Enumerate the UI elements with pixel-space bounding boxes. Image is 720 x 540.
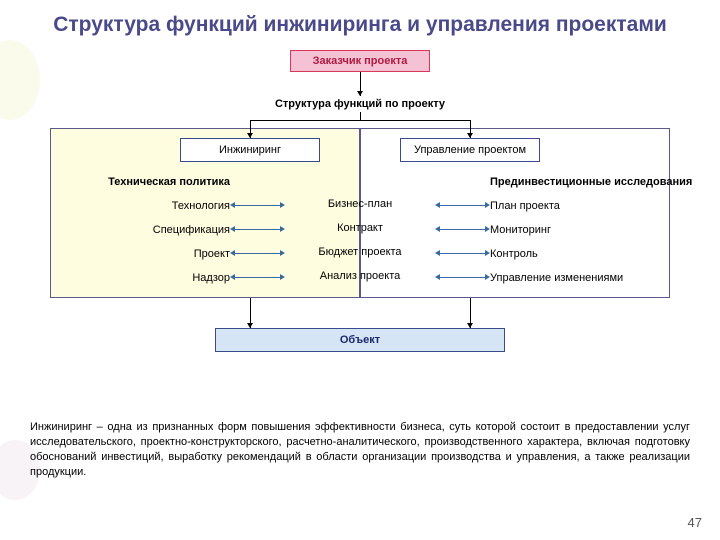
connector-line (234, 229, 281, 230)
arrow-down-icon (357, 91, 363, 96)
arrow-left-icon (230, 202, 235, 208)
arrow-right-icon (280, 274, 285, 280)
left-item: Технология (172, 200, 230, 212)
box-pm: Управление проектом (400, 138, 540, 162)
arrow-right-icon (485, 202, 490, 208)
connector-line (439, 229, 486, 230)
right-item: Мониторинг (490, 224, 551, 236)
connector-line (234, 253, 281, 254)
connector-line (439, 205, 486, 206)
arrow-right-icon (485, 274, 490, 280)
arrow-left-icon (435, 226, 440, 232)
arrow-left-icon (230, 250, 235, 256)
arrow-left-icon (230, 226, 235, 232)
center-item: Контракт (285, 222, 435, 234)
arrow-left-icon (435, 250, 440, 256)
arrow-right-icon (280, 202, 285, 208)
arrow-down-icon (247, 323, 253, 328)
box-customer: Заказчик проекта (290, 50, 430, 72)
right-item: Контроль (490, 248, 538, 260)
connector-line (439, 253, 486, 254)
diagram-container: Заказчик проекта Структура функций по про… (50, 50, 670, 360)
box-engineering: Инжиниринг (180, 138, 320, 162)
arrow-left-icon (435, 274, 440, 280)
left-item: Надзор (192, 272, 230, 284)
arrow-right-icon (485, 226, 490, 232)
right-item: Управление изменениями (490, 272, 623, 284)
connector-line (250, 120, 470, 121)
center-item: Бюджет проекта (285, 246, 435, 258)
center-item: Бизнес-план (285, 198, 435, 210)
center-item: Анализ проекта (285, 270, 435, 282)
right-item: План проекта (490, 200, 560, 212)
connector-line (234, 277, 281, 278)
arrow-right-icon (280, 226, 285, 232)
left-item: Техническая политика (108, 176, 230, 188)
arrow-down-icon (247, 133, 253, 138)
page-title: Структура функций инжиниринга и управлен… (0, 0, 720, 42)
arrow-left-icon (435, 202, 440, 208)
arrow-down-icon (467, 133, 473, 138)
box-object: Объект (215, 328, 505, 352)
connector-line (234, 205, 281, 206)
bg-decoration (0, 40, 40, 120)
page-number: 47 (688, 515, 702, 530)
arrow-right-icon (485, 250, 490, 256)
connector-line (439, 277, 486, 278)
left-item: Проект (194, 248, 230, 260)
arrow-left-icon (230, 274, 235, 280)
box-structure: Структура функций по проекту (270, 96, 450, 112)
arrow-down-icon (467, 323, 473, 328)
arrow-right-icon (280, 250, 285, 256)
description-text: Инжиниринг – одна из признанных форм пов… (30, 420, 690, 479)
right-item: Прединвестиционные исследования (490, 176, 692, 188)
connector-line (360, 112, 361, 120)
left-item: Спецификация (153, 224, 230, 236)
